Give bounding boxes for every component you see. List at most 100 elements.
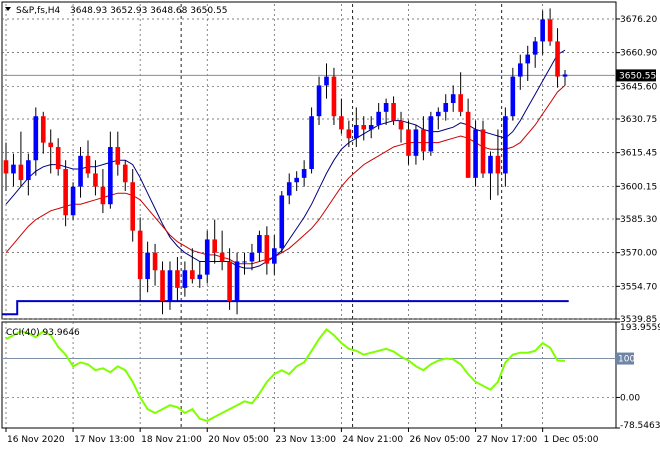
candle-body: [503, 116, 508, 174]
candle-body: [368, 125, 374, 130]
candle-body: [175, 270, 180, 288]
candle: [197, 261, 203, 288]
candle: [249, 243, 255, 271]
candle-body: [279, 195, 285, 249]
candle-body: [391, 103, 396, 121]
candle-body: [234, 261, 240, 302]
candle-body: [346, 129, 352, 139]
candle: [309, 107, 314, 174]
candle-body: [108, 147, 113, 205]
candle: [383, 98, 389, 126]
candle-body: [316, 85, 322, 117]
cci-title: CCI(40) 93.9646: [6, 328, 80, 338]
price-tick-label: 3645.60: [620, 82, 657, 92]
candle-body: [495, 155, 501, 174]
cci-tick-label: 193.9559: [620, 323, 660, 333]
candle: [517, 54, 523, 90]
cci-panel-frame: [1, 321, 617, 429]
trailing-stop-line: [2, 300, 569, 316]
candle-body: [450, 94, 456, 104]
candle: [33, 107, 39, 176]
candle: [398, 111, 404, 143]
candle: [376, 103, 381, 130]
candle-body: [130, 182, 136, 231]
candle-body: [443, 103, 449, 112]
candle: [272, 235, 277, 275]
candle: [279, 191, 285, 253]
candle-body: [421, 129, 426, 152]
candle-body: [249, 252, 255, 262]
price-tick-label: 3585.30: [620, 215, 657, 225]
ohlc-readout: 3648.93 3652.93 3648.68 3650.55: [70, 6, 227, 16]
price-panel: [1, 1, 617, 320]
candle-body: [167, 270, 173, 302]
candle: [316, 76, 322, 126]
candle-body: [458, 94, 463, 112]
cci-tick-label: 100: [618, 355, 635, 365]
candle: [346, 120, 352, 148]
candle-body: [286, 182, 292, 196]
candle: [93, 160, 98, 196]
candle-body: [547, 19, 553, 42]
time-tick-label: 18 Nov 21:00: [141, 435, 202, 445]
time-tick-label: 26 Nov 05:00: [409, 435, 470, 445]
candle-body: [324, 76, 329, 86]
candle-body: [137, 230, 143, 280]
cci-tick-label: -78.5463: [620, 421, 660, 431]
candle: [421, 116, 426, 161]
candle-body: [510, 76, 516, 117]
candle-body: [540, 19, 545, 42]
candle-body: [488, 155, 493, 174]
candle: [182, 261, 188, 297]
candle: [547, 8, 553, 46]
cci-panel: [1, 321, 617, 429]
candle-body: [339, 116, 344, 130]
candle: [3, 142, 9, 192]
candle-body: [353, 125, 359, 139]
candle-body: [264, 235, 270, 264]
candle: [48, 129, 54, 174]
candle: [353, 107, 359, 148]
candle-body: [413, 129, 419, 156]
candle: [100, 169, 106, 214]
candle: [540, 10, 545, 55]
candle: [227, 248, 232, 310]
candle: [473, 120, 478, 187]
current-price-label: 3650.55: [619, 71, 656, 81]
candle-body: [197, 274, 203, 280]
candle: [532, 37, 538, 68]
candle-body: [26, 160, 31, 181]
price-panel-frame: [1, 1, 617, 320]
candle: [190, 248, 195, 284]
candle-body: [465, 111, 471, 178]
candle-body: [48, 142, 54, 148]
candle-body: [33, 116, 39, 161]
candle: [18, 131, 24, 187]
candle: [145, 241, 150, 293]
candle-body: [93, 173, 98, 187]
candle: [204, 230, 210, 284]
candle-body: [122, 164, 128, 183]
candle-body: [376, 111, 381, 126]
dropdown-triangle-icon[interactable]: [5, 7, 11, 11]
fast-ma-line: [5, 49, 566, 269]
candle-body: [115, 147, 121, 165]
candle: [510, 67, 516, 121]
price-tick-label: 3554.70: [620, 282, 657, 292]
time-tick-label: 16 Nov 2020: [7, 435, 65, 445]
candle: [63, 160, 68, 227]
time-tick-label: 27 Nov 17:00: [477, 435, 538, 445]
candle-body: [532, 41, 538, 55]
cci-level-tag: [616, 352, 634, 365]
price-tick-label: 3630.75: [620, 115, 657, 125]
candle: [257, 230, 262, 262]
candle-body: [70, 186, 76, 216]
candle: [406, 120, 411, 165]
candle-body: [145, 252, 150, 280]
candle: [264, 226, 270, 275]
candle: [458, 72, 463, 117]
candle: [78, 147, 83, 198]
candle: [525, 45, 531, 82]
candle: [443, 94, 449, 121]
